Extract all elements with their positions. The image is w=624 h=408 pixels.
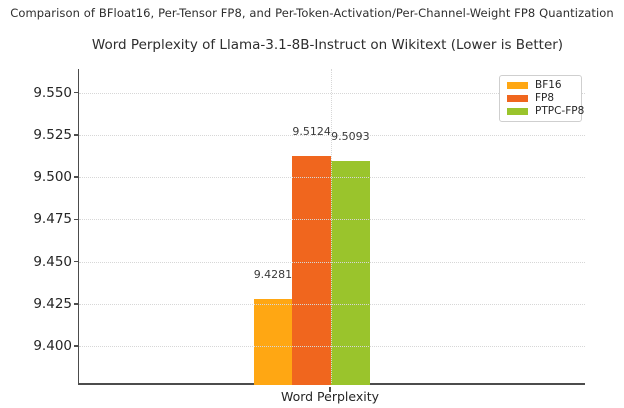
y-tick-mark xyxy=(73,260,79,263)
legend-label-bf16: BF16 xyxy=(535,79,562,91)
y-tick-label: 9.550 xyxy=(33,84,72,101)
legend-swatch-fp8 xyxy=(507,95,528,102)
y-tick-mark xyxy=(73,91,79,94)
y-tick-label: 9.425 xyxy=(33,295,72,312)
y-tick-mark xyxy=(73,303,79,305)
bar-value-label: 9.4281 xyxy=(253,267,293,281)
legend-row-fp8: FP8 xyxy=(507,93,574,105)
y-tick-label: 9.450 xyxy=(33,253,72,270)
x-tick-mark xyxy=(329,387,331,392)
y-tick-mark xyxy=(73,176,79,178)
y-tick-label: 9.500 xyxy=(33,169,72,186)
legend-label-fp8: FP8 xyxy=(535,92,555,104)
legend-swatch-bf16 xyxy=(507,82,528,89)
x-tick-label: Word Perplexity xyxy=(280,389,380,404)
bar-bf16 xyxy=(253,298,293,385)
figure-suptitle: Comparison of BFloat16, Per-Tensor FP8, … xyxy=(10,6,614,20)
y-tick-label: 9.400 xyxy=(33,338,72,355)
chart-title: Word Perplexity of Llama-3.1-8B-Instruct… xyxy=(91,37,564,53)
bar-value-label: 9.5093 xyxy=(331,130,370,144)
y-tick-label: 9.525 xyxy=(33,126,72,143)
y-tick-label: 9.475 xyxy=(33,211,72,228)
legend-label-ptpc-fp8: PTPC-FP8 xyxy=(535,105,585,117)
legend-row-bf16: BF16 xyxy=(507,80,574,92)
legend-row-ptpc-fp8: PTPC-FP8 xyxy=(507,106,584,118)
y-tick-mark xyxy=(73,345,79,347)
y-tick-mark xyxy=(73,218,79,221)
legend-swatch-ptpc-fp8 xyxy=(507,108,528,115)
bar-ptpc-fp8 xyxy=(331,161,370,385)
y-tick-mark xyxy=(73,134,79,136)
bar-value-label: 9.5124 xyxy=(292,125,331,139)
legend: BF16 FP8 PTPC-FP8 xyxy=(499,75,584,122)
